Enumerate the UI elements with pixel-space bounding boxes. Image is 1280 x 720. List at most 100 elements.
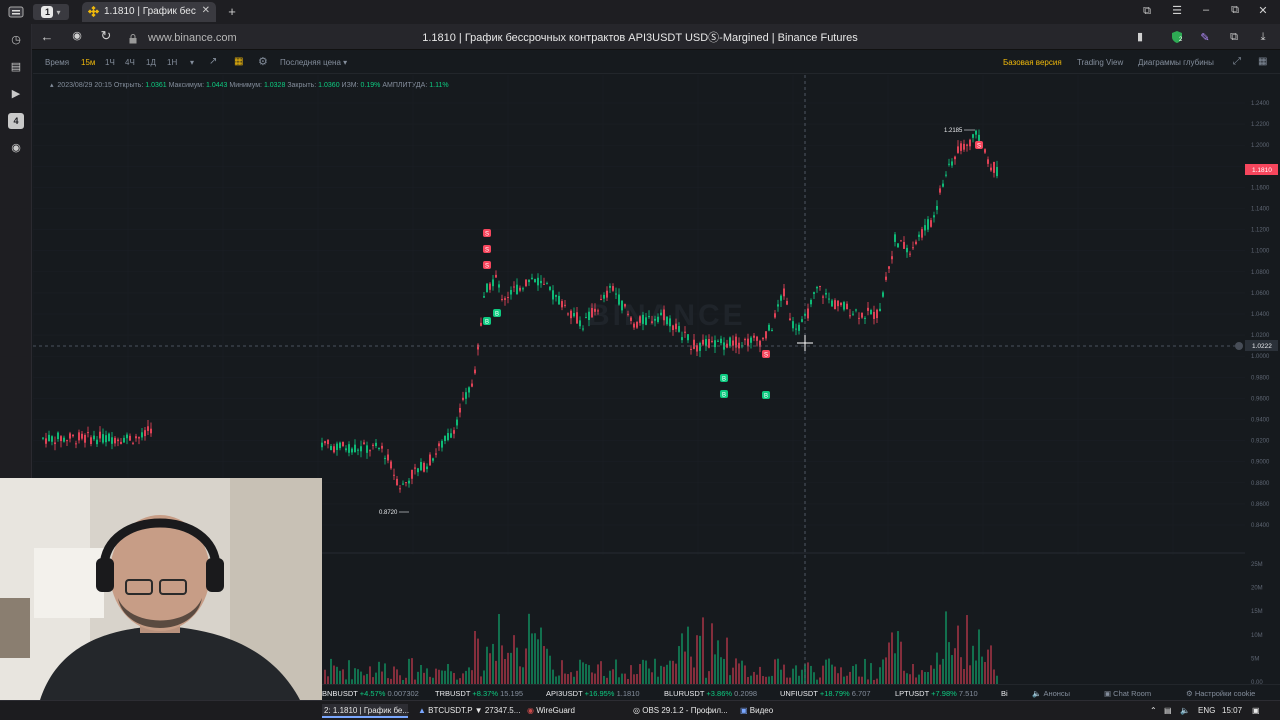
price-type-select[interactable]: Последняя цена ▾: [280, 58, 348, 67]
bookmark-icon[interactable]: ▮: [1136, 31, 1144, 43]
close-window-icon[interactable]: ✕: [1258, 5, 1268, 17]
settings-gear-icon[interactable]: ⚙: [258, 56, 268, 68]
view-basic[interactable]: Базовая версия: [1003, 58, 1062, 67]
volume-bar: [906, 673, 908, 684]
ticker-item[interactable]: TRBUSDT +8.37% 15.195: [435, 689, 524, 698]
legend-collapse-icon[interactable]: ▴: [50, 82, 54, 89]
cookie-settings-link[interactable]: ⚙ Настройки cookie: [1186, 689, 1256, 698]
candle-body: [738, 342, 740, 349]
notifications-icon[interactable]: ▣: [1252, 706, 1260, 715]
volume-bar: [645, 660, 647, 684]
price-tick-label: 0.9000: [1251, 460, 1270, 466]
ticker-item[interactable]: BNBUSDT +4.57% 0.007302: [322, 689, 419, 698]
tab-binance[interactable]: 1.1810 | График бессро ✕: [82, 2, 216, 22]
maximize-icon[interactable]: ⧉: [1231, 4, 1239, 16]
time-label[interactable]: Время: [45, 58, 70, 67]
indicators-icon[interactable]: ↗: [209, 56, 218, 67]
volume-bar: [666, 664, 668, 684]
volume-bar: [912, 664, 914, 684]
crosshair-cursor-icon: [797, 335, 813, 351]
new-tab-icon[interactable]: +: [228, 4, 236, 19]
minimize-icon[interactable]: –: [1202, 4, 1210, 16]
workspace-button[interactable]: 1 ▾: [33, 4, 69, 20]
extensions-icon[interactable]: ⧉: [1230, 31, 1238, 43]
volume-bar: [462, 673, 464, 684]
network-icon[interactable]: ▤: [1164, 706, 1172, 715]
volume-bar: [990, 645, 992, 684]
price-chart[interactable]: BINANCE 1.24001.22001.20001.18001.16001.…: [33, 75, 1280, 684]
language-indicator[interactable]: ENG: [1198, 706, 1216, 715]
browser-menu-icon[interactable]: [8, 5, 24, 19]
volume-bar: [387, 678, 389, 684]
chart-type-icon[interactable]: ▦: [234, 56, 244, 67]
volume-bar: [618, 677, 620, 684]
taskbar-item-browser[interactable]: 2: 1.1810 | График бе...: [322, 704, 409, 718]
taskbar-item-wireguard[interactable]: ◉ WireGuard: [527, 706, 575, 715]
close-tab-icon[interactable]: ✕: [201, 5, 210, 16]
menu-icon[interactable]: ☰: [1172, 5, 1182, 17]
history-icon[interactable]: ◷: [11, 34, 21, 46]
volume-icon[interactable]: 🔈: [1180, 706, 1190, 715]
download-icon[interactable]: ⤓: [1260, 31, 1266, 43]
chat-room-link[interactable]: ▣ Chat Room: [1104, 689, 1152, 698]
candle-body: [564, 304, 566, 306]
volume-bar: [468, 667, 470, 684]
candle-body: [936, 205, 938, 210]
ticker-item[interactable]: LPTUSDT +7.98% 7.510: [895, 689, 978, 698]
candlesticks: [42, 129, 998, 493]
candle-body: [462, 397, 464, 400]
candle-body: [783, 288, 785, 297]
interval-1w[interactable]: 1Н: [167, 58, 178, 67]
shield-icon[interactable]: ◉: [72, 30, 82, 42]
taskbar-item-tradingview[interactable]: ▲ BTCUSDT.P ▼ 27347.5...: [418, 706, 521, 715]
view-tradingview[interactable]: Trading View: [1077, 58, 1124, 67]
candle-body: [828, 298, 830, 300]
extension-icon[interactable]: 2: [1170, 30, 1184, 44]
ticker-item[interactable]: API3USDT +16.95% 1.1810: [546, 689, 640, 698]
volume-bar: [684, 651, 686, 684]
lock-icon: [129, 31, 137, 44]
taskbar-item-video[interactable]: ▣ Видео: [740, 706, 774, 715]
layout-icon[interactable]: ▦: [1258, 56, 1268, 67]
candle-body: [702, 339, 704, 345]
volume-bar: [804, 664, 806, 684]
interval-dropdown-icon[interactable]: ▾: [190, 58, 195, 67]
price-tick-label: 1.1400: [1251, 207, 1270, 213]
candle-body: [444, 435, 446, 442]
candle-body: [57, 432, 59, 440]
reload-icon[interactable]: ↻: [100, 28, 112, 43]
volume-bar: [597, 664, 599, 684]
candle-body: [144, 430, 146, 437]
announcements-link[interactable]: 🔈 Анонсы: [1032, 689, 1071, 698]
interval-15m[interactable]: 15м: [81, 58, 96, 67]
candle-body: [513, 286, 515, 288]
interval-1d[interactable]: 1Д: [146, 58, 156, 67]
camera-icon[interactable]: ◉: [11, 142, 21, 154]
pen-icon[interactable]: ✎: [1200, 32, 1210, 44]
url-field[interactable]: www.binance.com: [148, 32, 237, 44]
candle-body: [570, 310, 572, 319]
ticker-item[interactable]: UNFIUSDT +18.79% 6.707: [780, 689, 871, 698]
candle-body: [765, 331, 767, 339]
buy-marker-letter: B: [485, 320, 489, 326]
interval-1h[interactable]: 1Ч: [105, 58, 115, 67]
candle-body: [735, 336, 737, 348]
clock[interactable]: 15:07: [1222, 706, 1243, 715]
view-depth[interactable]: Диаграммы глубины: [1138, 58, 1214, 67]
fullscreen-icon[interactable]: ⤢: [1233, 56, 1241, 67]
tray-chevron-icon[interactable]: ⌃: [1150, 706, 1157, 715]
notes-icon[interactable]: ▤: [10, 61, 22, 73]
play-icon[interactable]: ▶: [11, 88, 21, 100]
volume-bar: [984, 661, 986, 684]
candle-body: [438, 443, 440, 447]
tab-list-icon[interactable]: ⧉: [1143, 5, 1151, 17]
ticker-item[interactable]: BLURUSDT +3.86% 0.2098: [664, 689, 758, 698]
back-icon[interactable]: ←: [40, 29, 54, 44]
open-label: Открыть:: [113, 82, 144, 89]
taskbar-item-obs[interactable]: ◎ OBS 29.1.2 - Профил...: [633, 706, 728, 715]
vk-icon[interactable]: 4: [8, 113, 24, 129]
ticker-item[interactable]: Bi: [1001, 689, 1008, 698]
volume-bar: [333, 665, 335, 684]
close-label: Закрыть:: [287, 82, 317, 89]
interval-4h[interactable]: 4Ч: [125, 58, 135, 67]
